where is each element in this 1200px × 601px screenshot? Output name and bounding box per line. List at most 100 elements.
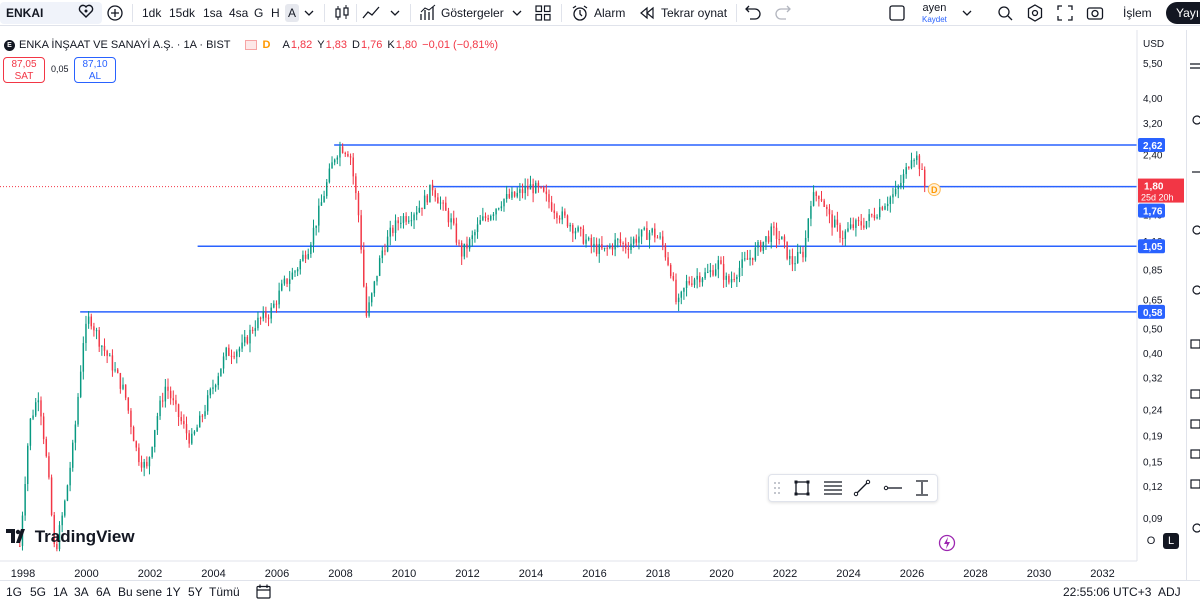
candle-body bbox=[87, 316, 90, 324]
clock-timezone[interactable]: 22:55:06 UTC+3 bbox=[1063, 585, 1152, 599]
chart-legend: E ENKA İNŞAAT VE SANAYİ A.Ş. · 1A · BIST… bbox=[4, 38, 503, 52]
timeframe-week[interactable]: H bbox=[271, 6, 280, 20]
range-ytd[interactable]: Bu sene bbox=[118, 585, 163, 599]
log-scale-o-button[interactable]: O bbox=[1146, 535, 1156, 547]
tradingview-logo-text: TradingView bbox=[34, 527, 135, 546]
candle-body bbox=[286, 278, 288, 284]
range-6m[interactable]: 6A bbox=[96, 585, 111, 599]
heart-icon[interactable] bbox=[78, 4, 94, 18]
candle-body bbox=[680, 291, 683, 298]
sell-button[interactable]: 87,05 SAT bbox=[3, 57, 45, 83]
redo-icon[interactable] bbox=[774, 4, 792, 22]
candle-body bbox=[251, 329, 254, 331]
timeframe-15m[interactable]: 15dk bbox=[169, 6, 196, 20]
buy-button[interactable]: 87,10 AL bbox=[74, 57, 116, 83]
fullscreen-box-icon[interactable] bbox=[888, 4, 906, 22]
candle-body bbox=[656, 237, 659, 239]
time-tick-label: 2020 bbox=[709, 568, 733, 580]
candle-body bbox=[29, 418, 32, 446]
trade-button[interactable]: İşlem bbox=[1123, 6, 1152, 20]
candle-body bbox=[839, 224, 841, 239]
candle-body bbox=[847, 228, 849, 232]
tradingview-logo[interactable]: TradingView bbox=[6, 527, 135, 547]
candle-body bbox=[384, 250, 386, 252]
symbol-title[interactable]: ENKA İNŞAAT VE SANAYİ A.Ş. · 1A · BIST bbox=[19, 39, 231, 51]
candle-body bbox=[508, 194, 511, 198]
level-price-label: 2,62 bbox=[1143, 141, 1163, 152]
candle-body bbox=[725, 275, 727, 280]
publish-button[interactable]: Yayın bbox=[1166, 2, 1200, 24]
add-symbol-icon[interactable] bbox=[106, 4, 124, 22]
price-tick-label: 2,40 bbox=[1143, 151, 1163, 162]
candle-body bbox=[423, 195, 426, 210]
timeframe-month[interactable]: A bbox=[285, 4, 300, 22]
settings-gear-icon[interactable] bbox=[1026, 4, 1044, 22]
candle-body bbox=[535, 182, 537, 194]
range-1y[interactable]: 1Y bbox=[166, 585, 181, 599]
price-axis[interactable]: USD5,504,003,202,401,401,100,850,650,500… bbox=[1136, 30, 1186, 580]
replay-rewind-icon[interactable] bbox=[638, 4, 656, 22]
undo-icon[interactable] bbox=[744, 4, 762, 22]
timeframe-1m[interactable]: 1dk bbox=[142, 6, 162, 20]
layout-name[interactable]: ayen Kaydet bbox=[922, 3, 947, 25]
calendar-goto-icon[interactable] bbox=[256, 584, 272, 599]
drag-handle-icon[interactable] bbox=[773, 479, 781, 497]
adj-toggle[interactable]: ADJ bbox=[1158, 585, 1181, 599]
spread-value: 0,05 bbox=[51, 64, 69, 74]
alarm-button[interactable]: Alarm bbox=[594, 6, 626, 20]
candle-body bbox=[569, 225, 571, 227]
user-name-label: ayen bbox=[922, 2, 947, 14]
range-all[interactable]: Tümü bbox=[209, 585, 240, 599]
horizontal-ray-icon[interactable] bbox=[883, 479, 903, 497]
time-tick-label: 2008 bbox=[328, 568, 352, 580]
indicators-button[interactable]: Göstergeler bbox=[441, 6, 504, 20]
lightning-icon[interactable] bbox=[938, 534, 956, 552]
chevron-down-icon[interactable] bbox=[958, 4, 976, 22]
trend-line-icon[interactable] bbox=[853, 479, 871, 497]
indicator-line-icon[interactable] bbox=[362, 4, 380, 22]
symbol-search-box[interactable]: ENKAI bbox=[0, 2, 102, 24]
candle-body bbox=[606, 247, 608, 249]
candle-body bbox=[236, 351, 238, 357]
fullscreen-icon[interactable] bbox=[1056, 4, 1074, 22]
quick-search-icon[interactable] bbox=[996, 4, 1014, 22]
range-1m[interactable]: 1A bbox=[53, 585, 68, 599]
publish-label: Yayın bbox=[1176, 6, 1200, 20]
alarm-clock-icon[interactable] bbox=[571, 4, 589, 22]
price-tick-label: 3,20 bbox=[1143, 119, 1163, 130]
chevron-down-icon[interactable] bbox=[508, 4, 526, 22]
range-5y[interactable]: 5Y bbox=[188, 585, 203, 599]
price-chart[interactable]: D USD5,504,003,202,401,401,100,850,650,5… bbox=[0, 30, 1186, 580]
chevron-down-icon[interactable] bbox=[300, 4, 318, 22]
fib-lines-icon[interactable] bbox=[823, 479, 843, 497]
candle-body bbox=[831, 214, 833, 228]
rectangle-tool-icon[interactable] bbox=[793, 479, 811, 497]
range-5d[interactable]: 5G bbox=[30, 585, 47, 599]
horizontal-levels: D bbox=[0, 144, 1137, 313]
timeframe-1h[interactable]: 1sa bbox=[203, 6, 223, 20]
indicators-icon[interactable] bbox=[419, 4, 437, 22]
candle-body bbox=[37, 400, 40, 403]
level-price-label: 0,58 bbox=[1143, 308, 1163, 319]
time-axis[interactable]: 1998 2000 2002 2004 2006 2008 2010 2012 2014 2016… bbox=[0, 560, 1137, 580]
replay-button[interactable]: Tekrar oynat bbox=[661, 6, 728, 20]
camera-icon[interactable] bbox=[1086, 4, 1104, 22]
candle-body bbox=[601, 244, 603, 249]
price-range-icon[interactable] bbox=[913, 479, 931, 497]
flag-icon[interactable] bbox=[244, 40, 257, 50]
time-tick-label: 2028 bbox=[963, 568, 987, 580]
candle-body bbox=[712, 270, 714, 276]
candle-body bbox=[466, 243, 468, 249]
range-3m[interactable]: 3A bbox=[74, 585, 89, 599]
candle-body bbox=[233, 356, 235, 358]
candles-icon[interactable] bbox=[333, 4, 351, 22]
side-panel-icons[interactable] bbox=[1188, 50, 1200, 550]
timeframe-4h[interactable]: 4sa bbox=[229, 6, 249, 20]
chevron-down-icon[interactable] bbox=[386, 4, 404, 22]
layouts-grid-icon[interactable] bbox=[534, 4, 552, 22]
candle-body bbox=[781, 236, 783, 240]
candle-body bbox=[553, 210, 556, 214]
log-scale-l-button[interactable]: L bbox=[1163, 533, 1179, 549]
timeframe-day[interactable]: G bbox=[254, 6, 264, 20]
range-1d[interactable]: 1G bbox=[6, 585, 23, 599]
